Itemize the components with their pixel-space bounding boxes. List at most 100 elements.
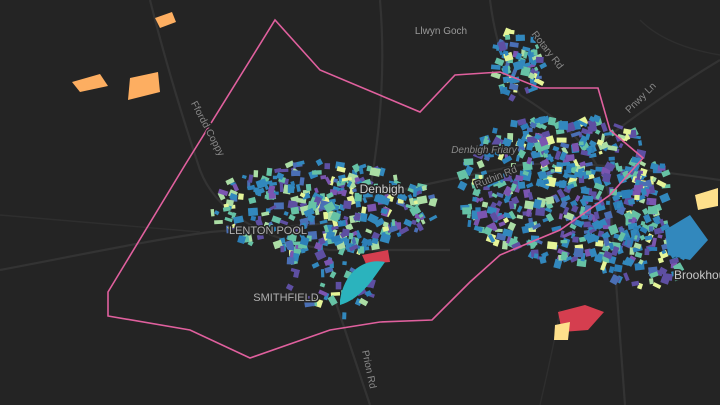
building — [287, 200, 298, 210]
building — [384, 189, 389, 197]
building — [497, 40, 507, 52]
building — [497, 152, 505, 161]
building — [607, 145, 618, 152]
building — [613, 123, 624, 130]
building — [562, 255, 573, 263]
place-label: Brookhouse — [674, 268, 720, 282]
building — [358, 167, 364, 175]
building — [578, 141, 584, 146]
building — [388, 225, 398, 233]
building — [560, 142, 570, 149]
building — [348, 232, 354, 240]
building — [639, 167, 648, 177]
building — [303, 207, 315, 218]
building — [314, 187, 319, 194]
building — [210, 208, 215, 217]
building — [329, 211, 341, 223]
building — [669, 257, 679, 265]
building — [570, 204, 579, 213]
building — [570, 232, 576, 239]
building — [501, 240, 509, 250]
building — [489, 211, 499, 223]
building — [496, 45, 500, 51]
building — [501, 137, 513, 149]
building — [577, 119, 588, 128]
building — [628, 209, 642, 222]
building — [502, 76, 510, 84]
building — [314, 249, 327, 261]
building — [645, 179, 653, 188]
building — [607, 223, 619, 236]
building — [155, 12, 176, 28]
building — [361, 206, 367, 215]
building — [623, 256, 635, 267]
building — [473, 225, 483, 233]
building — [663, 220, 669, 225]
building — [585, 170, 592, 175]
place-label: Llwyn Goch — [415, 26, 467, 37]
building — [600, 133, 606, 143]
building — [522, 46, 531, 52]
building — [649, 162, 659, 171]
building — [396, 231, 402, 238]
building — [531, 150, 537, 156]
building — [656, 179, 667, 189]
building — [588, 214, 593, 221]
building — [241, 174, 247, 180]
building — [515, 155, 520, 162]
building — [507, 221, 517, 231]
building — [608, 156, 615, 161]
building — [320, 175, 327, 180]
building — [566, 166, 572, 173]
building — [231, 212, 237, 220]
building — [547, 116, 557, 126]
building — [227, 223, 237, 231]
building — [398, 226, 410, 235]
building — [353, 212, 361, 222]
building — [527, 192, 534, 201]
building — [416, 222, 424, 232]
building — [695, 188, 718, 210]
building — [551, 225, 562, 232]
building — [530, 52, 534, 58]
building — [539, 255, 547, 264]
building — [244, 227, 251, 236]
building — [355, 200, 361, 208]
building — [482, 139, 490, 145]
building — [558, 121, 568, 130]
building — [311, 261, 320, 269]
building — [255, 178, 268, 189]
building — [508, 83, 519, 91]
building — [608, 266, 615, 274]
building — [524, 200, 535, 210]
building — [261, 211, 270, 217]
building — [319, 219, 328, 225]
building — [621, 135, 631, 142]
building — [535, 178, 545, 188]
building — [545, 212, 555, 223]
building — [603, 217, 611, 227]
building — [659, 163, 666, 169]
building — [237, 234, 247, 244]
building — [267, 184, 276, 195]
building — [541, 166, 550, 172]
building — [510, 183, 517, 192]
building — [660, 276, 670, 285]
building — [635, 149, 647, 159]
building — [555, 128, 565, 135]
building — [472, 151, 484, 160]
building — [652, 215, 663, 226]
building — [569, 223, 577, 230]
building — [500, 87, 511, 96]
building — [647, 247, 658, 251]
building — [284, 160, 295, 169]
boundary — [107, 18, 645, 359]
building — [421, 185, 428, 192]
building — [530, 34, 541, 44]
building — [560, 251, 568, 261]
building — [618, 227, 625, 233]
building — [546, 241, 558, 250]
building — [658, 249, 669, 260]
building — [621, 189, 632, 199]
building — [330, 292, 341, 296]
